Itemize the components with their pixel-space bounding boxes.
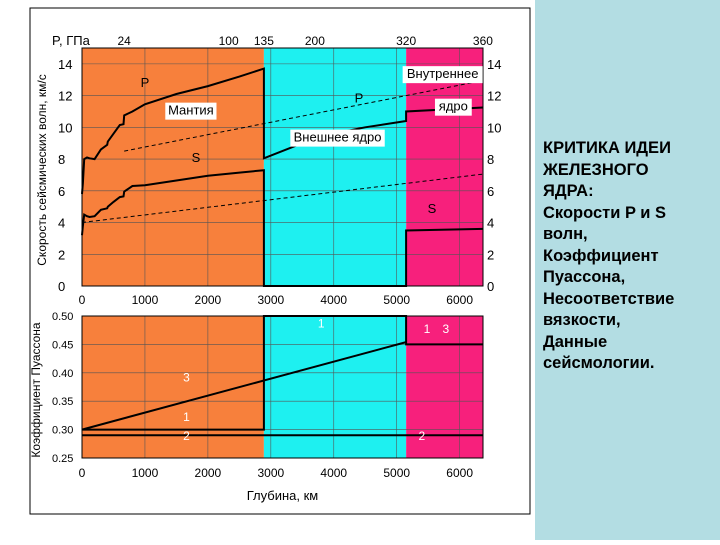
y-tick-label: 0.40 xyxy=(52,368,73,380)
x-tick-label: 2000 xyxy=(195,466,222,480)
x-tick-label: 0 xyxy=(79,466,86,480)
curve-number-label: 1 xyxy=(424,322,431,336)
x-tick-label: 6000 xyxy=(446,466,473,480)
x-axis-label: Глубина, км xyxy=(247,488,319,503)
y-tick-label: 10 xyxy=(58,120,72,135)
y-tick-label: 12 xyxy=(58,89,72,104)
y-tick-label: 2 xyxy=(58,247,65,262)
pressure-tick-label: 100 xyxy=(219,34,239,48)
pressure-tick-label: 135 xyxy=(254,34,274,48)
y-tick-label-right: 2 xyxy=(487,247,494,262)
annotation-label: S xyxy=(192,150,201,165)
poisson-line-1 xyxy=(82,315,483,431)
sidebar-panel: КРИТИКА ИДЕИ ЖЕЛЕЗНОГО ЯДРА: Скорости P … xyxy=(535,0,720,540)
x-tick-label: 5000 xyxy=(383,466,410,480)
caption-line: Несоответствие xyxy=(543,289,675,308)
caption-line: ЯДРА: xyxy=(543,182,594,200)
seismic-figure: 0 0 2 2 4 4 6 6 8 8 10 10 12 12 14 14 0.25 0.30 0.35 0.40 0.… xyxy=(29,7,531,515)
caption-line: вязкости, xyxy=(543,311,621,329)
curve-number-label: 3 xyxy=(183,370,190,384)
annotation-label: Мантия xyxy=(168,103,214,118)
x-tick-label: 6000 xyxy=(446,293,473,307)
region-outer_core-lower xyxy=(263,316,407,458)
pressure-tick-label: 24 xyxy=(117,34,131,48)
y-axis-label-poisson: Коэффициент Пуассона xyxy=(29,322,43,458)
y-tick-label: 6 xyxy=(58,184,65,199)
caption-line: КРИТИКА ИДЕИ xyxy=(543,139,671,157)
y-tick-label-right: 0 xyxy=(487,279,494,294)
caption-line: Скорости P и S xyxy=(543,203,666,222)
pressure-axis-label: P, ГПа xyxy=(52,33,91,48)
y-tick-label: 14 xyxy=(58,57,72,72)
x-tick-label: 3000 xyxy=(257,293,284,307)
y-tick-label: 8 xyxy=(58,152,65,167)
x-tick-label: 1000 xyxy=(132,293,159,307)
label-box xyxy=(165,102,217,120)
caption-line: волн, xyxy=(543,225,588,243)
x-tick-label: 0 xyxy=(79,293,86,307)
y-tick-label: 0.25 xyxy=(52,453,73,465)
annotation-label: P xyxy=(355,91,364,106)
caption-line: ЖЕЛЕЗНОГО xyxy=(543,160,649,179)
y-tick-label: 0.35 xyxy=(52,396,73,408)
series-P-dashed-line xyxy=(124,80,484,152)
curve-number-label: 2 xyxy=(183,429,190,443)
x-tick-label: 4000 xyxy=(320,466,347,480)
y-tick-label: 0.30 xyxy=(52,425,73,437)
curve-number-label: 2 xyxy=(419,429,426,443)
curve-number-label: 3 xyxy=(442,322,449,336)
region-outer_core xyxy=(263,48,407,286)
y-tick-label-right: 4 xyxy=(487,216,494,231)
x-tick-label: 2000 xyxy=(195,293,222,307)
y-tick-label: 0.45 xyxy=(52,339,73,351)
annotation-label: P xyxy=(141,75,150,90)
caption-line: Коэффициент xyxy=(543,246,659,265)
label-box xyxy=(402,66,483,84)
x-tick-label: 1000 xyxy=(132,466,159,480)
annotation-label: S xyxy=(428,201,437,216)
y-tick-label: 0 xyxy=(58,279,65,294)
region-mantle xyxy=(82,48,264,286)
label-box xyxy=(290,129,385,147)
pressure-tick-label: 360 xyxy=(473,34,493,48)
caption-line: сейсмологии. xyxy=(543,354,655,372)
annotation-label: Внешнее ядро xyxy=(294,130,382,145)
pressure-tick-label: 200 xyxy=(305,34,325,48)
annotation-label: ядро xyxy=(439,99,468,114)
y-tick-label: 4 xyxy=(58,216,65,231)
caption-line: Данные xyxy=(543,332,608,351)
curve-number-label: 1 xyxy=(318,316,325,330)
y-tick-label-right: 8 xyxy=(487,152,494,167)
sidebar-caption: КРИТИКА ИДЕИ ЖЕЛЕЗНОГО ЯДРА: Скорости P … xyxy=(543,138,718,375)
y-tick-label-right: 14 xyxy=(487,57,501,72)
annotation-label: Внутреннее xyxy=(407,66,479,81)
series-S-dashed-line xyxy=(81,173,484,223)
y-tick-label-right: 10 xyxy=(487,120,501,135)
caption-line: Пуассона, xyxy=(543,268,626,286)
series-S-solid-line xyxy=(81,169,484,287)
y-axis-label-velocity: Скорость сейсмических волн, км/с xyxy=(35,74,49,265)
pressure-tick-label: 320 xyxy=(396,34,416,48)
label-box xyxy=(434,98,472,116)
x-tick-label: 4000 xyxy=(320,293,347,307)
region-inner_core xyxy=(406,48,483,286)
x-tick-label: 3000 xyxy=(257,466,284,480)
curve-number-label: 1 xyxy=(183,410,190,424)
x-tick-label: 5000 xyxy=(383,293,410,307)
y-tick-label-right: 6 xyxy=(487,184,494,199)
y-tick-label: 0.50 xyxy=(52,311,73,323)
y-tick-label-right: 12 xyxy=(487,89,501,104)
poisson-line-3 xyxy=(81,341,407,431)
